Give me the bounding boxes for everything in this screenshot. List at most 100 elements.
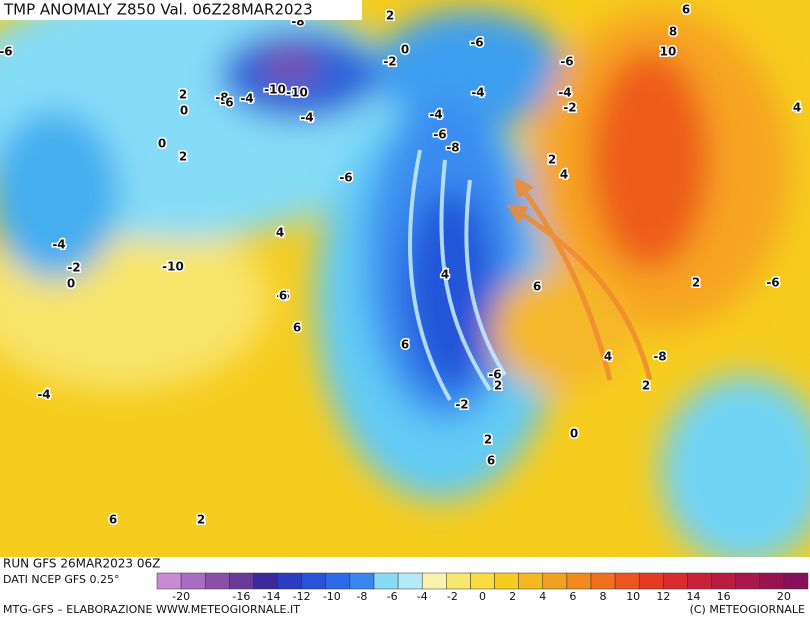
contour-label: 6 [279, 289, 287, 303]
contour-label: 6 [487, 454, 495, 468]
contour-label: -4 [240, 92, 253, 106]
contour-label: 2 [197, 513, 205, 527]
contour-label: -4 [300, 111, 313, 125]
colorbar-label: 8 [600, 590, 607, 603]
contour-label: 4 [793, 101, 801, 115]
colorbar-swatch [204, 572, 230, 590]
colorbar-swatch [590, 572, 616, 590]
contour-label: 0 [570, 427, 578, 441]
contour-label: -6 [276, 289, 289, 303]
contour-label: 6 [109, 513, 117, 527]
colorbar-swatch [421, 572, 447, 590]
colorbar-swatch [446, 572, 471, 590]
contour-label: 2 [494, 379, 502, 393]
colorbar-label: 20 [777, 590, 791, 603]
data-source: DATI NCEP GFS 0.25° [3, 573, 120, 586]
colorbar-swatch [229, 572, 254, 590]
colorbar-label: -8 [356, 590, 367, 603]
contour-label: -2 [455, 398, 468, 412]
contour-label: -10 [264, 83, 286, 97]
colorbar-swatch [277, 572, 302, 590]
colorbar-label: -4 [417, 590, 428, 603]
contour-label: -4 [429, 108, 442, 122]
colorbar-swatch [542, 572, 568, 590]
contour-label: 2 [548, 153, 556, 167]
contour-label: 8 [669, 25, 677, 39]
contour-label: -6 [470, 36, 483, 50]
colorbar-swatch [180, 572, 206, 590]
colorbar-label: 4 [539, 590, 546, 603]
contour-label: -8 [215, 91, 228, 105]
contour-label: 0 [180, 104, 188, 118]
colorbar-label: -20 [172, 590, 190, 603]
contour-label: 0 [67, 277, 75, 291]
contour-label: -8 [653, 350, 666, 364]
colorbar-swatch [349, 572, 375, 590]
contour-label: -4 [52, 238, 65, 252]
copyright: (C) METEOGIORNALE [690, 603, 805, 616]
colorbar-swatch [687, 572, 712, 590]
map-title: TMP ANOMALY Z850 Val. 06Z28MAR2023 [3, 1, 313, 19]
colorbar-swatch [663, 572, 688, 590]
colorbar-label: 10 [626, 590, 640, 603]
contour-label: 0 [401, 43, 409, 57]
contour-label: 2 [179, 150, 187, 164]
colorbar-swatch [614, 572, 640, 590]
contour-label: -2 [67, 261, 80, 275]
contour-label: -6 [339, 171, 352, 185]
title-box [0, 0, 362, 20]
contour-label: 4 [560, 168, 568, 182]
colorbar-label: -2 [447, 590, 458, 603]
contour-label: 6 [533, 280, 541, 294]
contour-label: 2 [692, 276, 700, 290]
contour-label: -6 [766, 276, 779, 290]
contour-label: 6 [682, 3, 690, 17]
map-field [0, 0, 810, 565]
colorbar-label: -10 [323, 590, 341, 603]
colorbar-label: 12 [656, 590, 670, 603]
colorbar-label: -16 [232, 590, 250, 603]
contour-label: -10 [162, 260, 184, 274]
contour-label: 4 [604, 350, 612, 364]
colorbar-swatch [470, 572, 495, 590]
colorbar-swatch [711, 572, 736, 590]
contour-label: 6 [293, 321, 301, 335]
colorbar-label: -6 [387, 590, 398, 603]
contour-label: -4 [471, 86, 484, 100]
contour-label: 2 [642, 379, 650, 393]
colorbar-label: 2 [509, 590, 516, 603]
contour-label: -6 [0, 45, 13, 59]
contour-label: 2 [386, 9, 394, 23]
colorbar-swatch [301, 572, 327, 590]
contour-label: -6 [433, 128, 446, 142]
contour-label: 0 [158, 137, 166, 151]
contour-label: -6 [560, 55, 573, 69]
contour-label: 2 [179, 88, 187, 102]
contour-label: 4 [276, 226, 284, 240]
contour-label: -8 [446, 141, 459, 155]
contour-label: 2 [484, 433, 492, 447]
colorbar-swatch [373, 572, 399, 590]
contour-label: -2 [563, 101, 576, 115]
colorbar-swatch [518, 572, 544, 590]
colorbar: -20 -16 -14 -12 -10 -8 -6 -4 -2 0 2 4 6 8 10 12 14 16 20 [156, 572, 809, 603]
colorbar-swatch [638, 572, 664, 590]
contour-label: -4 [558, 86, 571, 100]
colorbar-swatch [397, 572, 423, 590]
contour-label: -2 [383, 55, 396, 69]
colorbar-swatch [735, 572, 761, 590]
colorbar-label: 14 [686, 590, 700, 603]
contour-label: -10 [286, 86, 308, 100]
colorbar-label: -12 [293, 590, 311, 603]
credit: MTG-GFS – ELABORAZIONE WWW.METEOGIORNALE… [3, 603, 300, 616]
contour-label: 4 [441, 268, 449, 282]
contour-label: -6 [220, 96, 233, 110]
contour-label: 10 [660, 45, 677, 59]
colorbar-swatch [253, 572, 278, 590]
colorbar-swatch [325, 572, 351, 590]
colorbar-label: -14 [263, 590, 281, 603]
colorbar-swatch [494, 572, 519, 590]
colorbar-swatch [566, 572, 592, 590]
